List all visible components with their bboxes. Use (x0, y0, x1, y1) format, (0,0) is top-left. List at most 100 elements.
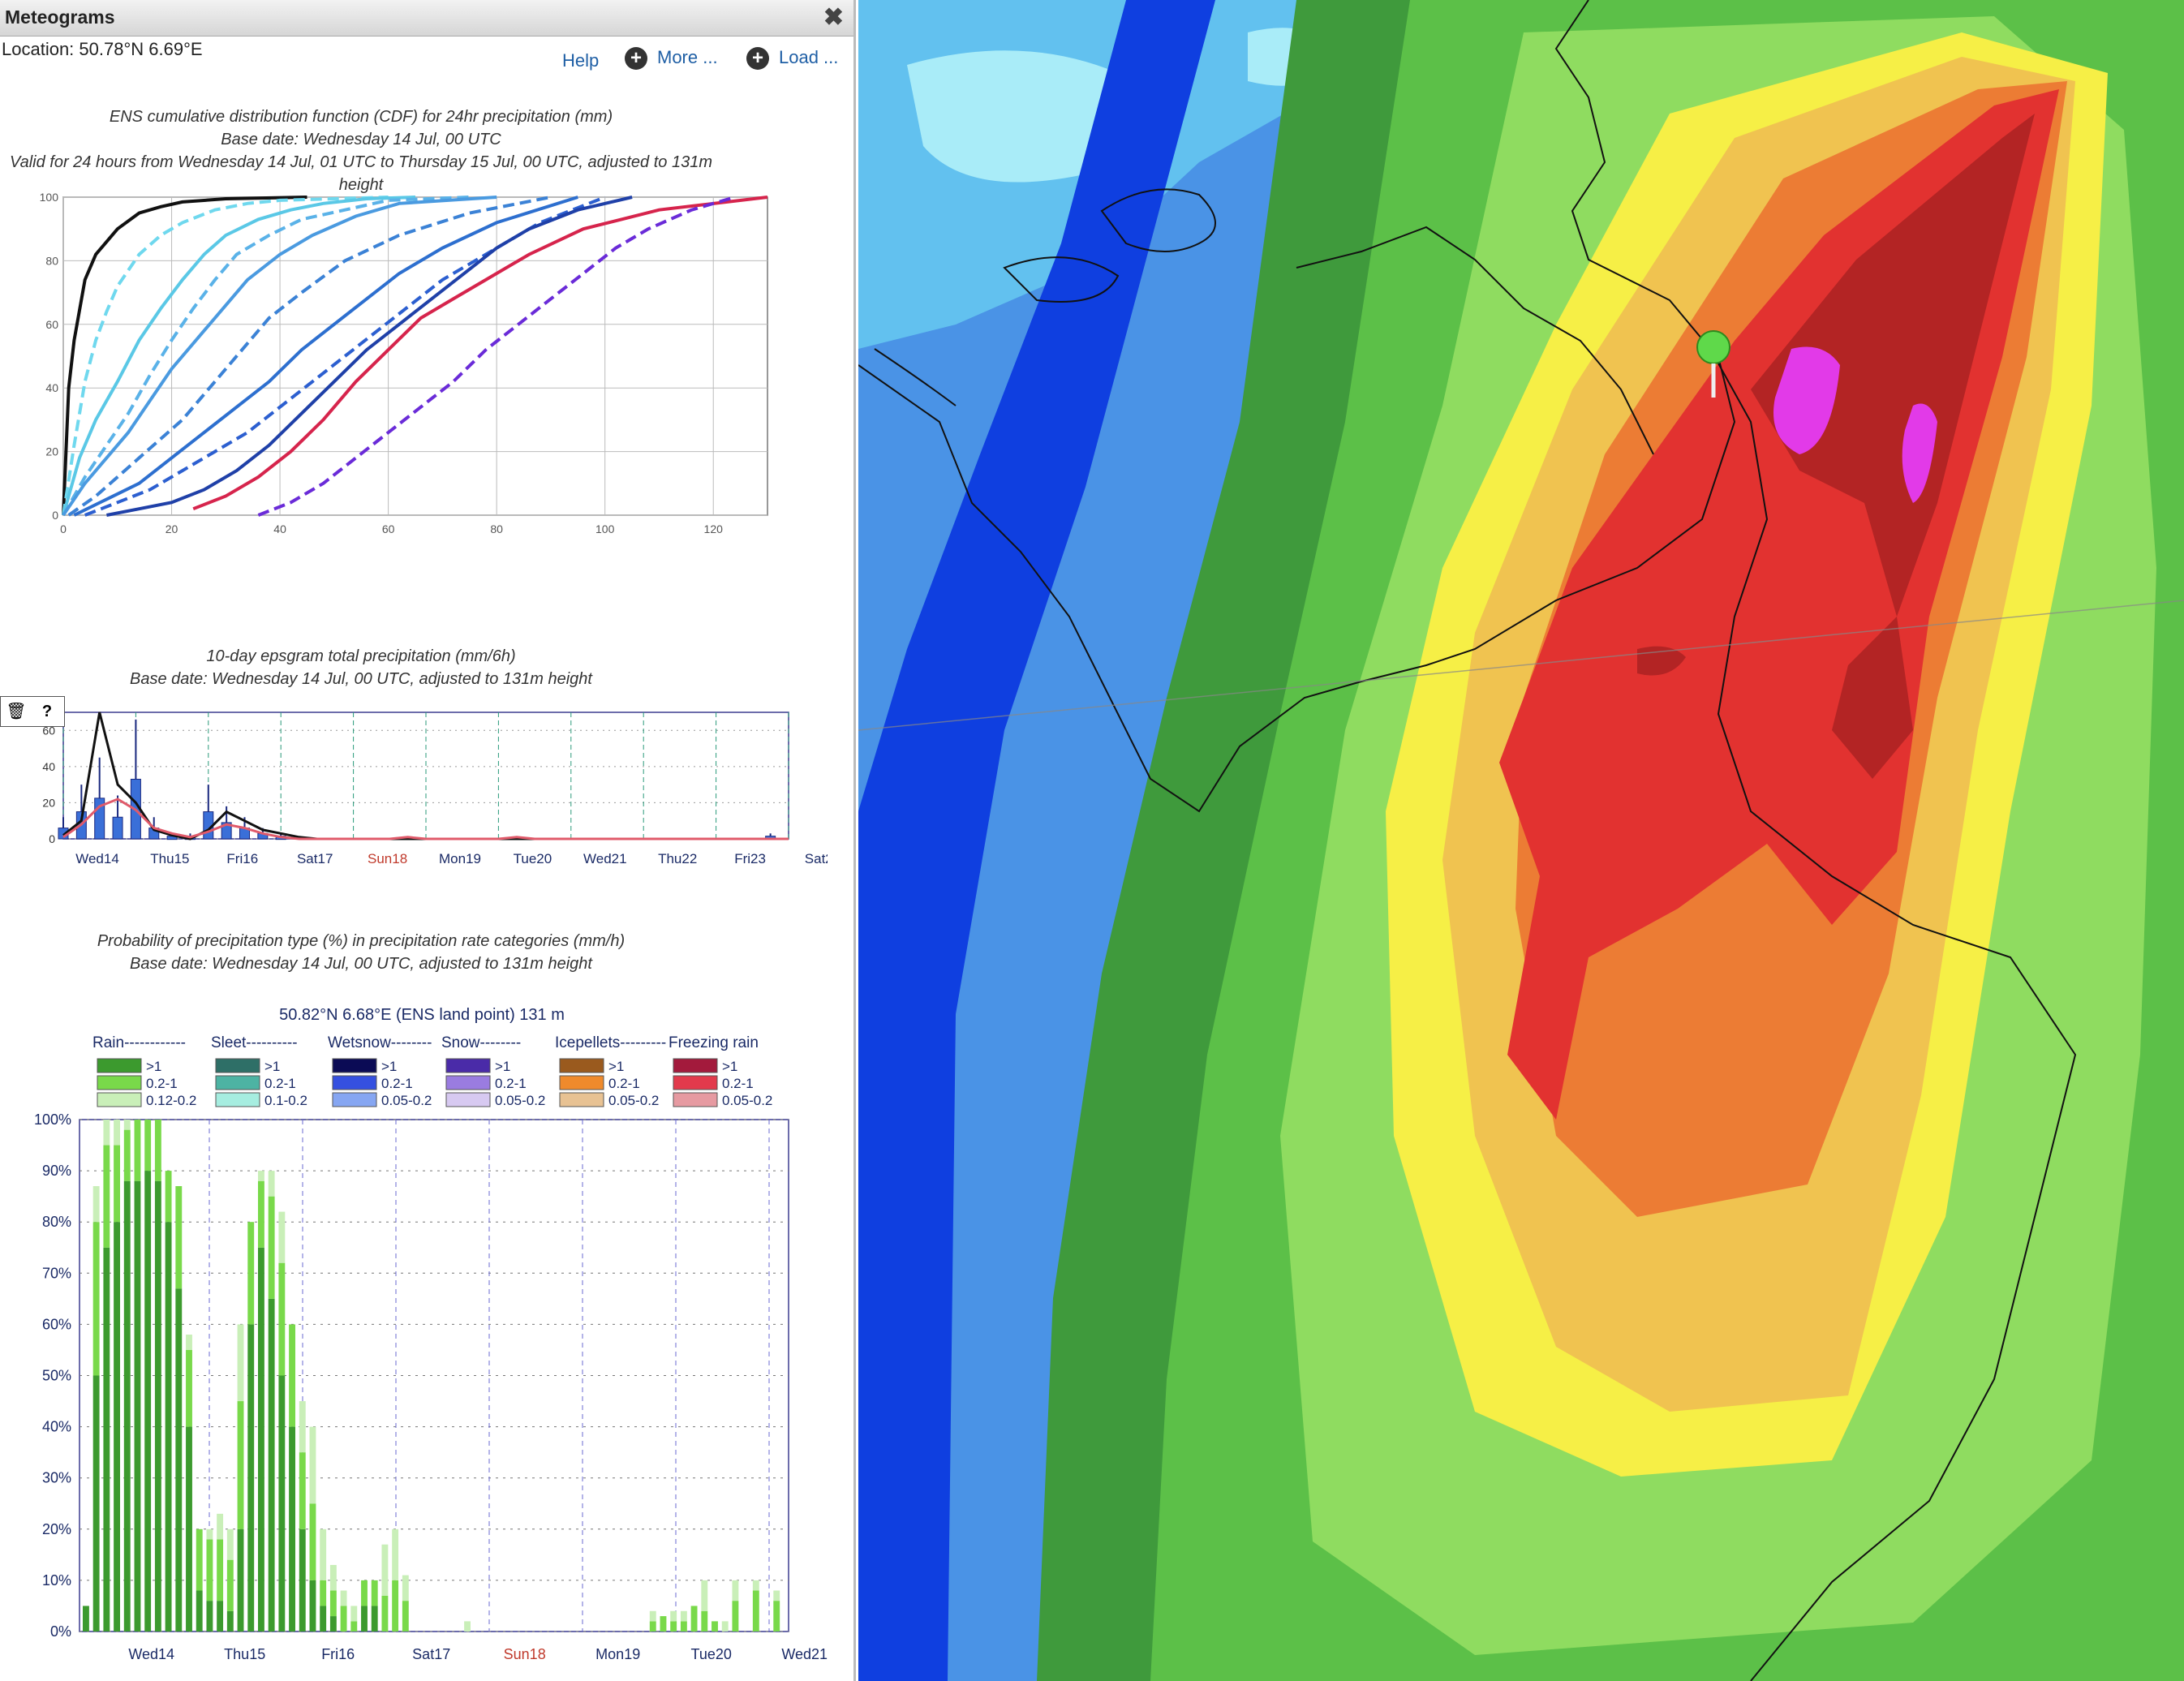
cdf-series-line (62, 196, 416, 516)
cdf-ytick-label: 80 (45, 254, 58, 267)
ptype-bar-segment (278, 1375, 286, 1632)
epsgram-day-label: Thu15 (150, 851, 189, 866)
cdf-series-line (62, 196, 389, 516)
more-label: More ... (657, 47, 718, 67)
ptype-ytick-label: 80% (42, 1214, 71, 1230)
ptype-ytick-label: 90% (42, 1163, 71, 1179)
ptype-legend-header: Rain------------ (92, 1034, 186, 1051)
epsgram-day-label: Tue20 (514, 851, 552, 866)
ptype-ytick-label: 100% (34, 1111, 71, 1128)
ptype-bar-segment (309, 1580, 316, 1632)
ptype-bar-segment (289, 1426, 295, 1632)
ptype-bar-segment (278, 1211, 286, 1263)
ptype-bar-segment (278, 1262, 286, 1376)
precipitation-map[interactable] (858, 0, 2184, 1681)
ptype-bar-segment (381, 1595, 389, 1632)
ptype-bar-segment (258, 1247, 264, 1632)
epsgram-day-label: Sat17 (297, 851, 333, 866)
cdf-ytick-label: 40 (45, 381, 58, 394)
cdf-series-line (62, 196, 470, 516)
ptype-bar-segment (103, 1145, 110, 1248)
ptype-ytick-label: 50% (42, 1368, 71, 1384)
location-readout: Location: 50.78°N 6.69°E (2, 39, 203, 59)
cdf-ytick-label: 0 (52, 509, 58, 522)
ptype-bar-segment (320, 1606, 327, 1632)
ptype-legend-label: 0.2-1 (608, 1076, 640, 1091)
help-label: Help (562, 50, 600, 71)
chart-tools: 🗑? (0, 696, 65, 727)
ptype-day-label: Mon19 (595, 1646, 640, 1662)
panel-title: Meteograms (5, 6, 115, 28)
ptype-bar-segment (649, 1610, 656, 1622)
location-pin-icon[interactable] (1696, 330, 1730, 364)
ptype-bar-segment (83, 1606, 89, 1632)
cdf-plot-area (62, 196, 768, 516)
ptype-legend-header: Wetsnow-------- (328, 1034, 432, 1051)
ptype-bar-segment (217, 1513, 224, 1540)
ptype-bar-segment (186, 1349, 192, 1427)
ptype-legend-swatch (673, 1075, 718, 1090)
epsgram-day-label: Fri23 (734, 851, 766, 866)
ptype-legend-swatch (332, 1075, 377, 1090)
ptype-bar-segment (247, 1324, 255, 1632)
ptype-bar-segment (732, 1601, 739, 1632)
ptype-bar-segment (660, 1616, 667, 1632)
epsgram-day-label: Fri16 (226, 851, 258, 866)
map-grid-line (858, 600, 2184, 731)
ptype-bar-segment (217, 1539, 224, 1601)
cdf-series-line (67, 196, 552, 517)
ptype-bar-segment (92, 1186, 100, 1223)
ptype-bar-segment (320, 1580, 327, 1606)
ptype-bar-segment (289, 1324, 295, 1427)
ptype-bar-segment (268, 1171, 275, 1197)
ptype-day-label: Wed21 (781, 1646, 828, 1662)
ptype-bar-segment (392, 1528, 399, 1580)
ptype-ytick-label: 60% (42, 1316, 71, 1332)
cdf-series-line (62, 196, 307, 516)
ptype-bar-segment (329, 1616, 337, 1632)
ptype-bar-segment (103, 1120, 110, 1146)
load-button[interactable]: + Load ... (746, 47, 838, 71)
cdf-title: ENS cumulative distribution function (CD… (0, 105, 722, 196)
epsgram-day-label: Sun18 (368, 851, 407, 866)
help-link[interactable]: Help (562, 50, 599, 71)
cdf-series-line (62, 196, 497, 517)
ptype-bar-segment (258, 1171, 264, 1181)
more-button[interactable]: + More ... (625, 47, 718, 71)
ptype-bar-segment (701, 1610, 708, 1632)
ptype-legend-label: >1 (264, 1059, 280, 1074)
epsgram-box (112, 816, 123, 840)
ptype-bar-segment (217, 1601, 224, 1632)
cdf-ytick-label: 100 (40, 191, 59, 204)
cdf-base-date: Base date: Wednesday 14 Jul, 00 UTC (221, 131, 501, 148)
ptype-legend-label: 0.2-1 (381, 1076, 413, 1091)
plus-circle-icon: + (746, 47, 769, 71)
close-icon[interactable]: ✖ (823, 4, 844, 31)
ptype-bar-segment (134, 1180, 141, 1632)
cdf-series-line (73, 196, 578, 517)
ptype-legend-label: 0.2-1 (146, 1076, 178, 1091)
help-icon[interactable]: ? (41, 703, 53, 720)
ptype-bar-segment (114, 1222, 120, 1632)
ptype-bar-segment (226, 1559, 234, 1611)
trash-icon[interactable]: 🗑 (6, 703, 27, 720)
cdf-series-line (257, 196, 736, 517)
ptype-legend-swatch (97, 1075, 142, 1090)
ptype-bar-segment (392, 1580, 399, 1632)
epsgram-day-label: Wed21 (583, 851, 627, 866)
ptype-bar-segment (402, 1601, 409, 1632)
ptype-bar-segment (92, 1375, 100, 1632)
cdf-xtick-label: 60 (382, 522, 395, 535)
ptype-bar-segment (721, 1621, 729, 1632)
ptype-bar-segment (732, 1580, 739, 1601)
ptype-bar-segment (309, 1426, 316, 1504)
ptype-legend-swatch (559, 1075, 604, 1090)
ptype-legend-label: >1 (381, 1059, 397, 1074)
ptype-day-label: Sun18 (504, 1646, 546, 1662)
cdf-series-line (106, 196, 633, 517)
ptype-legend-label: 0.2-1 (495, 1076, 527, 1091)
ptype-bar-segment (773, 1601, 780, 1632)
cdf-series-line (84, 196, 606, 517)
ptype-legend-swatch (97, 1092, 142, 1107)
ptype-bar-segment (134, 1120, 141, 1181)
